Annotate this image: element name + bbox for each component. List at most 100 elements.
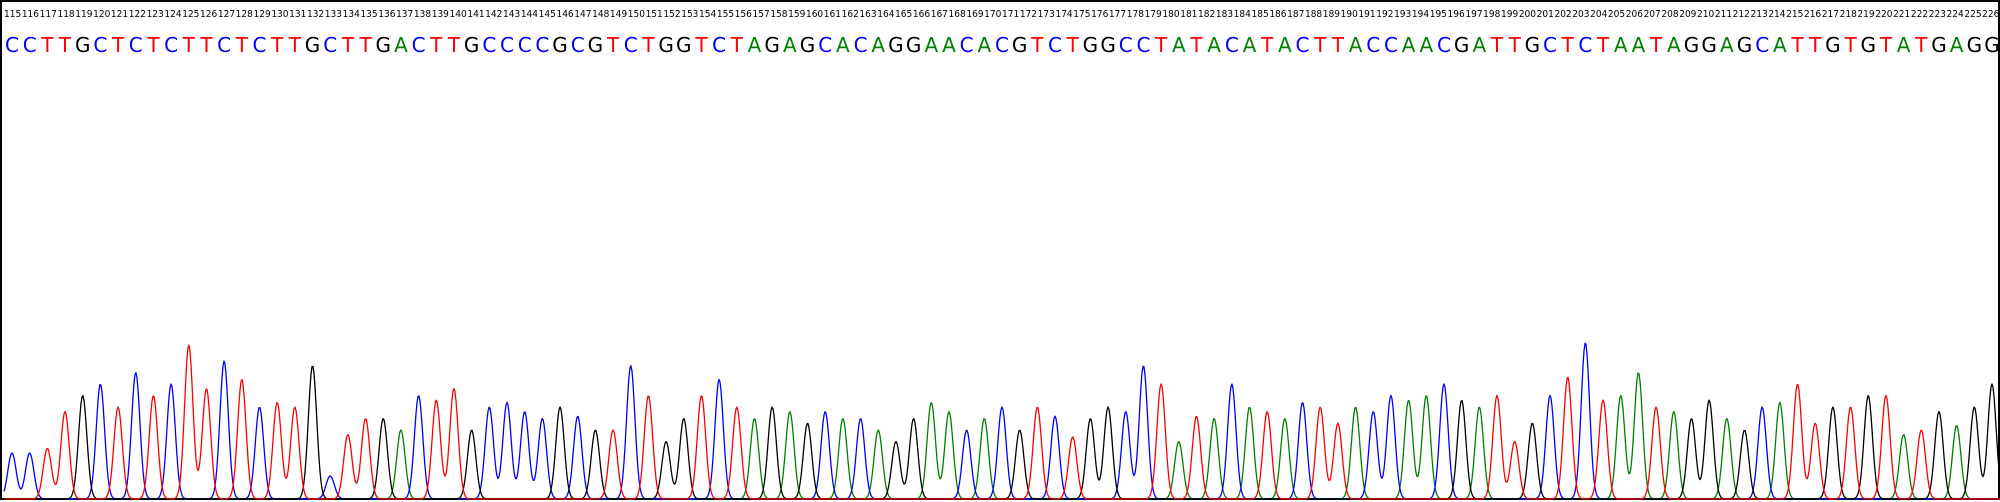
position-label: 179 — [1145, 9, 1162, 20]
position-label: 118 — [57, 9, 74, 20]
position-label: 142 — [485, 9, 502, 20]
base-call-G: G — [906, 33, 922, 57]
base-call-A: A — [871, 33, 885, 57]
base-call-C: C — [571, 33, 585, 57]
base-call-C: C — [854, 33, 868, 57]
position-label: 164 — [877, 9, 894, 20]
base-call-T: T — [270, 33, 284, 57]
base-call-T: T — [694, 33, 708, 57]
base-call-T: T — [235, 33, 249, 57]
position-label: 149 — [610, 9, 627, 20]
base-call-G: G — [888, 33, 904, 57]
base-call-A: A — [1720, 33, 1734, 57]
position-label: 222 — [1911, 9, 1928, 20]
trace-A — [4, 372, 2000, 500]
position-label: 124 — [164, 9, 181, 20]
position-label: 160 — [806, 9, 823, 20]
position-label: 150 — [628, 9, 645, 20]
base-call-A: A — [394, 33, 408, 57]
base-call-C: C — [5, 33, 19, 57]
base-call-C: C — [624, 33, 638, 57]
base-call-T: T — [1030, 33, 1044, 57]
base-call-C: C — [1136, 33, 1150, 57]
position-label: 151 — [646, 9, 663, 20]
base-call-T: T — [641, 33, 655, 57]
base-call-G: G — [1984, 33, 2000, 57]
position-label: 184 — [1234, 9, 1251, 20]
position-label: 211 — [1715, 9, 1732, 20]
base-call-T: T — [146, 33, 160, 57]
position-label: 194 — [1412, 9, 1429, 20]
position-label: 141 — [467, 9, 484, 20]
base-call-C: C — [1296, 33, 1310, 57]
position-label: 225 — [1964, 9, 1981, 20]
trace-T — [4, 344, 2000, 500]
position-label: 189 — [1323, 9, 1340, 20]
base-call-T: T — [1189, 33, 1203, 57]
position-label: 159 — [788, 9, 805, 20]
trace-C — [3, 342, 2000, 500]
trace-G — [4, 365, 2000, 500]
position-label: 173 — [1038, 9, 1055, 20]
base-call-A: A — [1172, 33, 1186, 57]
position-label: 221 — [1893, 9, 1910, 20]
base-call-A: A — [1897, 33, 1911, 57]
base-call-A: A — [1207, 33, 1221, 57]
base-call-G: G — [1684, 33, 1700, 57]
base-call-A: A — [1632, 33, 1646, 57]
base-call-T: T — [1260, 33, 1274, 57]
base-call-G: G — [552, 33, 568, 57]
base-call-A: A — [836, 33, 850, 57]
base-call-G: G — [464, 33, 480, 57]
base-call-G: G — [1931, 33, 1947, 57]
position-label: 131 — [289, 9, 306, 20]
position-label: 155 — [717, 9, 734, 20]
position-label: 139 — [432, 9, 449, 20]
position-label: 147 — [574, 9, 591, 20]
base-call-T: T — [1313, 33, 1327, 57]
base-call-T: T — [1561, 33, 1575, 57]
position-label: 176 — [1091, 9, 1108, 20]
position-label: 187 — [1287, 9, 1304, 20]
base-call-A: A — [748, 33, 762, 57]
position-label: 195 — [1430, 9, 1447, 20]
base-call-G: G — [1012, 33, 1028, 57]
position-label: 115 — [4, 9, 21, 20]
position-label: 134 — [343, 9, 360, 20]
position-label: 132 — [307, 9, 324, 20]
position-label: 146 — [556, 9, 573, 20]
base-call-G: G — [1454, 33, 1470, 57]
position-label: 162 — [842, 9, 859, 20]
position-label: 209 — [1679, 9, 1696, 20]
position-label: 181 — [1180, 9, 1197, 20]
position-label: 177 — [1109, 9, 1126, 20]
position-label: 219 — [1857, 9, 1874, 20]
position-label: 157 — [753, 9, 770, 20]
position-label: 143 — [503, 9, 520, 20]
base-call-G: G — [1967, 33, 1983, 57]
base-call-T: T — [182, 33, 196, 57]
position-label: 172 — [1020, 9, 1037, 20]
base-call-C: C — [129, 33, 143, 57]
base-call-A: A — [1773, 33, 1787, 57]
position-label: 190 — [1341, 9, 1358, 20]
position-label: 122 — [129, 9, 146, 20]
position-label: 226 — [1982, 9, 1999, 20]
base-call-T: T — [1914, 33, 1928, 57]
base-call-A: A — [1419, 33, 1433, 57]
position-label: 214 — [1768, 9, 1785, 20]
position-label: 126 — [200, 9, 217, 20]
base-call-C: C — [1384, 33, 1398, 57]
position-label: 201 — [1537, 9, 1554, 20]
position-label: 167 — [931, 9, 948, 20]
base-call-T: T — [358, 33, 372, 57]
position-label: 202 — [1554, 9, 1571, 20]
base-call-T: T — [58, 33, 72, 57]
position-label: 197 — [1465, 9, 1482, 20]
base-call-T: T — [199, 33, 213, 57]
base-call-T: T — [1649, 33, 1663, 57]
position-label: 121 — [111, 9, 128, 20]
base-call-G: G — [1825, 33, 1841, 57]
position-label: 165 — [895, 9, 912, 20]
